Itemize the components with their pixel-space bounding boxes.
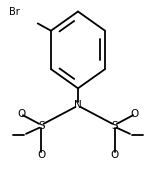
Text: N: N [74, 100, 82, 110]
Text: O: O [131, 109, 139, 119]
Text: O: O [17, 109, 25, 119]
Text: Br: Br [9, 7, 19, 17]
Text: S: S [38, 121, 45, 131]
Text: O: O [37, 150, 45, 160]
Text: S: S [111, 121, 118, 131]
Text: O: O [111, 150, 119, 160]
